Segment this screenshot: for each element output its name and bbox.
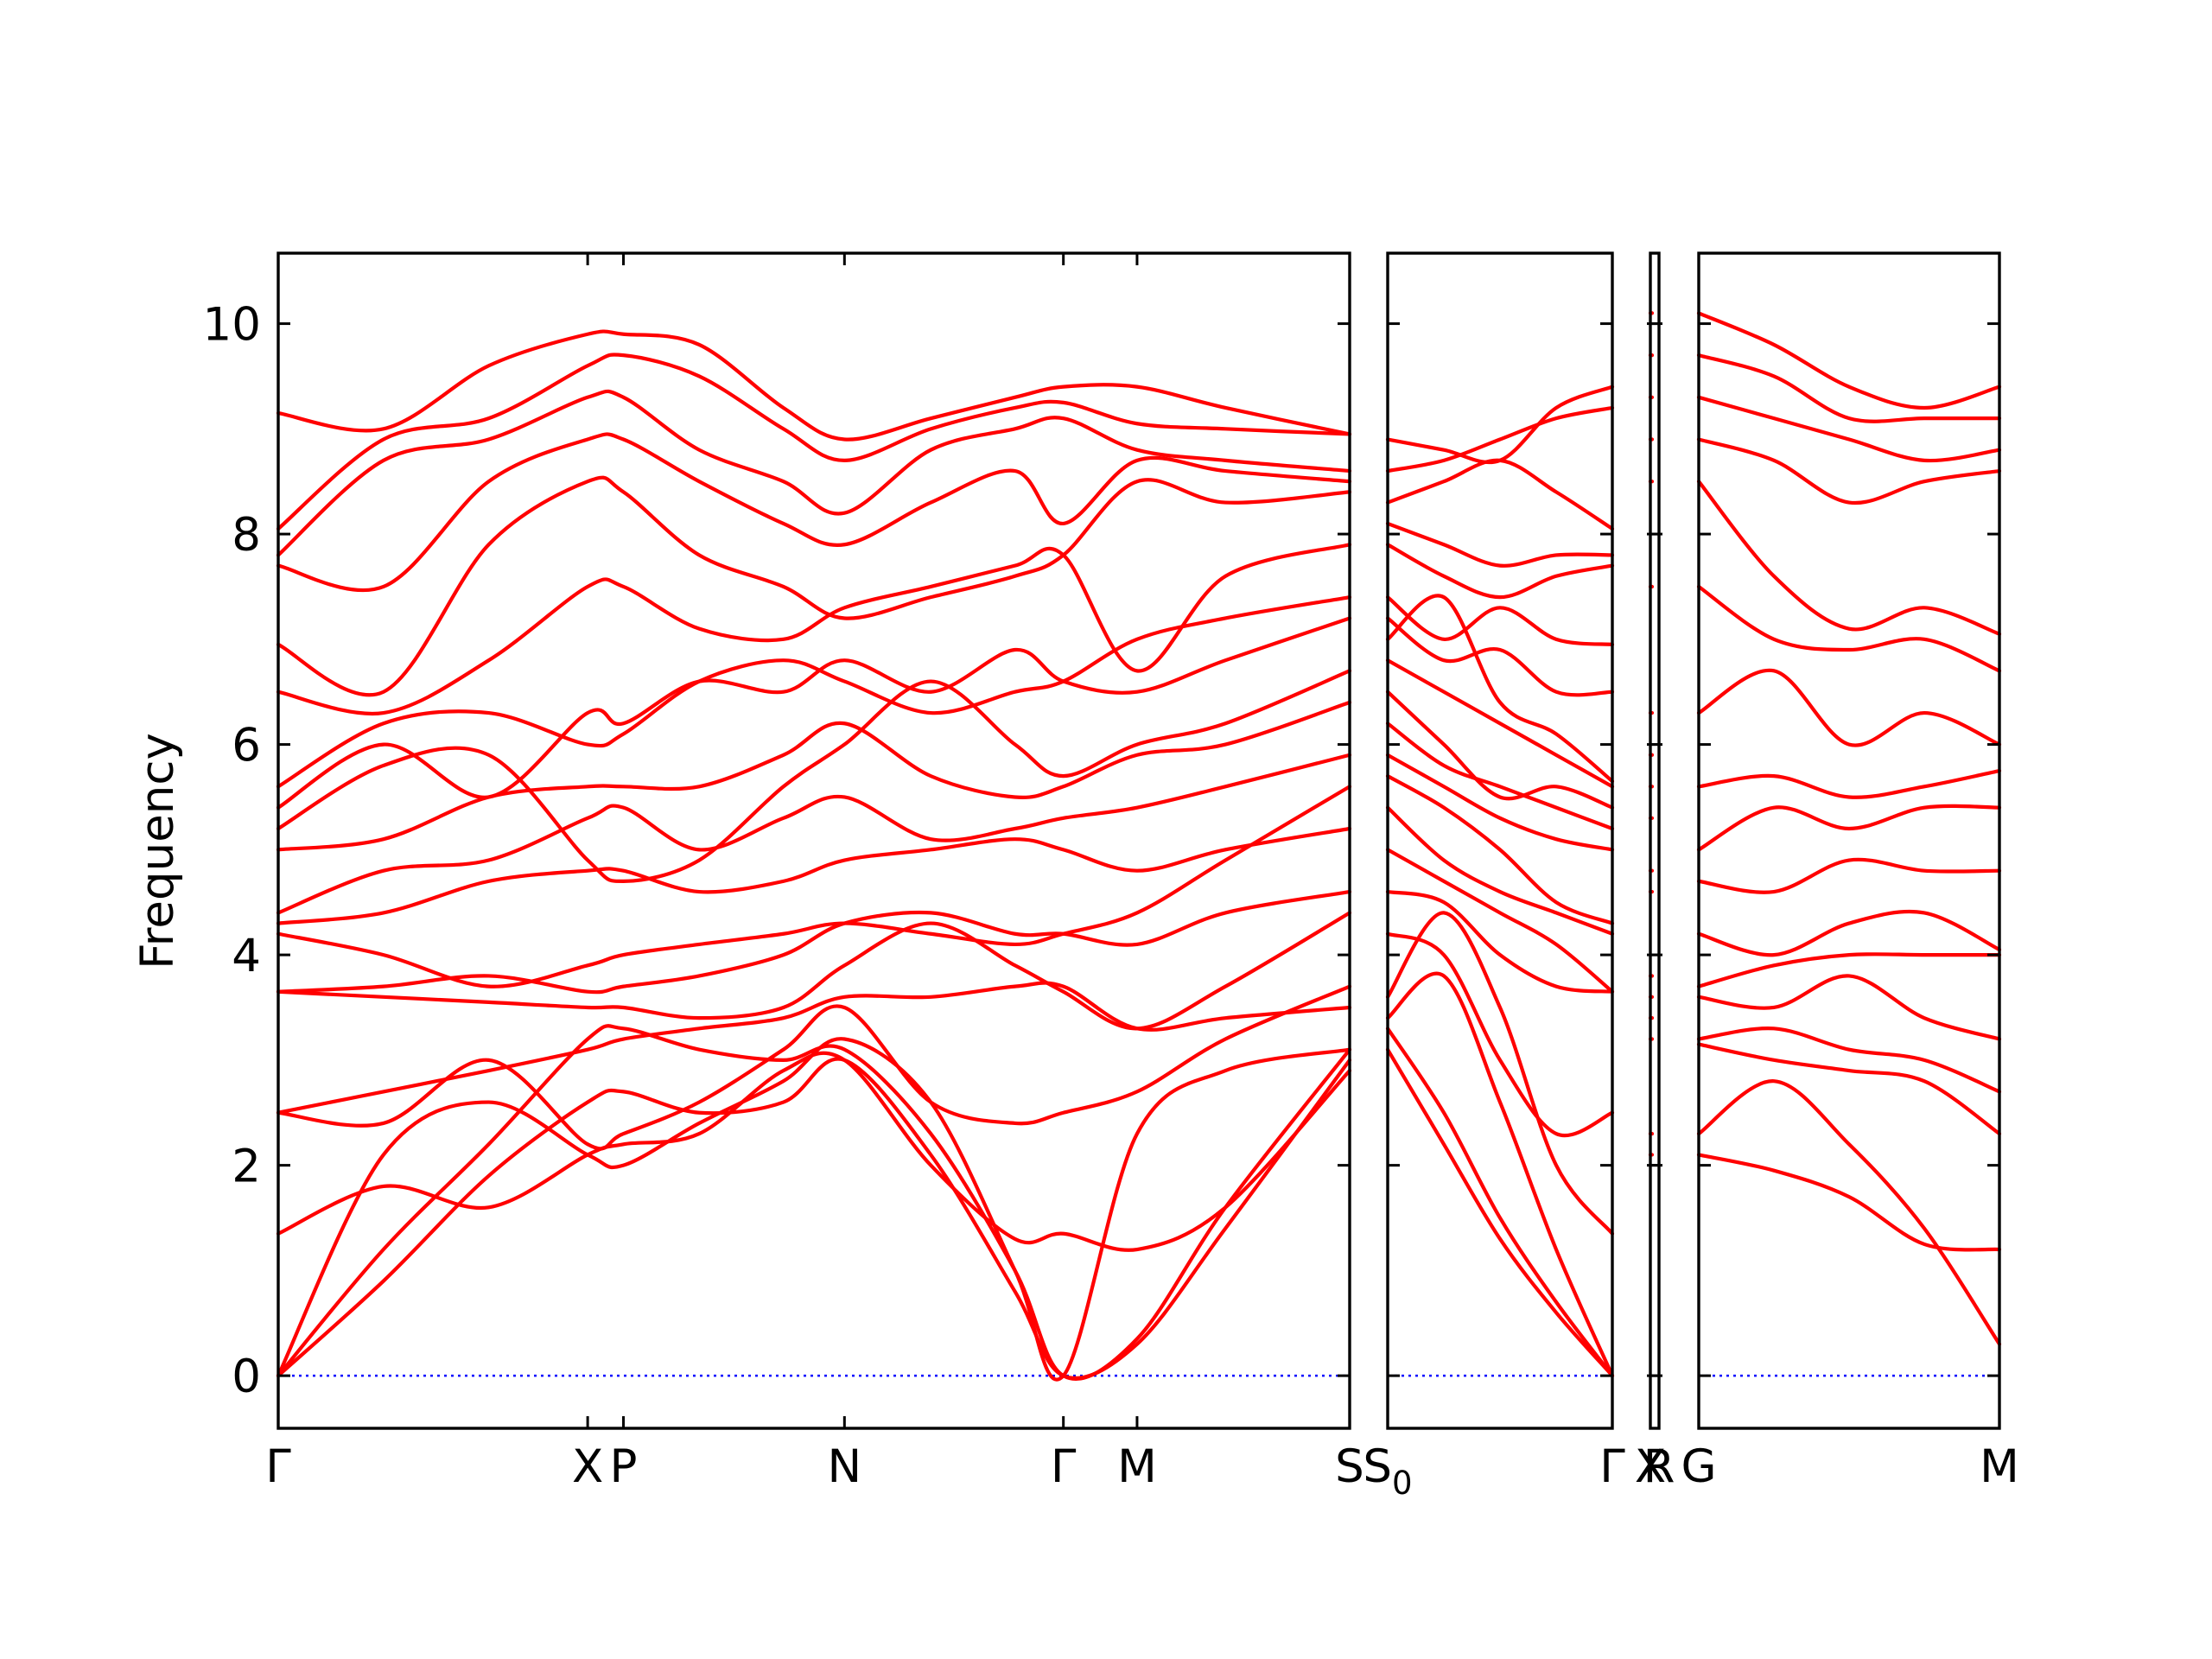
x-tick-label: S	[1335, 1440, 1364, 1493]
band-line	[1696, 311, 2002, 410]
band-line	[1385, 753, 1615, 852]
x-tick-label: S0	[1363, 1440, 1412, 1502]
band-line	[276, 911, 1352, 1031]
band-line	[276, 616, 1352, 810]
band-line	[1385, 521, 1615, 568]
band-line	[1385, 971, 1615, 1378]
band-line	[1385, 805, 1615, 936]
band-line	[1696, 584, 2002, 673]
y-tick-label: 6	[232, 720, 261, 772]
panel-1: S0 Γ	[1363, 251, 1625, 1502]
band-line	[1696, 1042, 2002, 1136]
y-tick-label: 10	[203, 299, 261, 352]
band-line	[276, 543, 1352, 716]
band-line	[276, 984, 1352, 1151]
band-line	[1696, 804, 2002, 852]
x-tick-label: N	[827, 1440, 861, 1493]
band-line	[276, 1037, 1352, 1382]
band-line	[276, 389, 1352, 557]
band-line	[1696, 480, 2002, 636]
band-line	[1385, 458, 1615, 531]
band-line	[1696, 353, 2002, 423]
band-line	[1696, 768, 2002, 799]
band-line	[276, 329, 1352, 442]
y-tick-label: 8	[232, 509, 261, 562]
x-tick-label: Γ	[1599, 1440, 1625, 1493]
panels-layer: Γ X P N Γ M SS0 Γ XR G M	[265, 251, 2019, 1502]
band-line	[1385, 616, 1615, 697]
band-line	[1696, 668, 2002, 747]
band-line	[1696, 857, 2002, 894]
band-line	[1385, 405, 1615, 474]
band-line	[276, 1051, 1352, 1252]
band-line	[1385, 543, 1615, 600]
band-line	[276, 889, 1352, 995]
band-line	[1696, 1027, 2002, 1094]
band-line	[1696, 952, 2002, 988]
band-line	[276, 785, 1352, 988]
band-line	[276, 753, 1352, 915]
band-line	[276, 432, 1352, 593]
band-line	[276, 1024, 1352, 1381]
y-tick-label: 2	[232, 1141, 261, 1193]
x-tick-label: X	[1635, 1440, 1666, 1493]
x-tick-label: M	[1117, 1440, 1157, 1493]
band-line	[276, 826, 1352, 925]
band-line	[276, 475, 1352, 697]
panel-frame	[1386, 251, 1614, 1430]
band-line	[1696, 1153, 2002, 1252]
band-line	[276, 353, 1352, 531]
band-line	[1385, 911, 1615, 1236]
y-axis-title: Frequency	[131, 733, 184, 969]
panel-2: XR	[1635, 251, 1675, 1493]
x-tick-label: X	[572, 1440, 603, 1493]
band-line	[1385, 721, 1615, 831]
band-line	[1696, 395, 2002, 463]
panel-frame	[1649, 251, 1661, 1430]
band-line	[1696, 909, 2002, 957]
band-line	[1385, 385, 1615, 465]
x-tick-label: M	[1980, 1440, 2019, 1493]
y-tick-label: 4	[232, 930, 261, 982]
band-line	[276, 981, 1352, 1115]
band-line	[1385, 594, 1615, 784]
band-line	[1385, 931, 1615, 1138]
band-line	[1385, 1047, 1615, 1378]
band-line	[1385, 774, 1615, 925]
band-line	[1696, 974, 2002, 1041]
x-tick-label: G	[1681, 1440, 1716, 1493]
band-line	[1385, 848, 1615, 994]
band-line	[1385, 690, 1615, 810]
band-line	[1385, 1027, 1615, 1378]
band-line	[1385, 595, 1615, 647]
y-axis: 0 2 4 6 8 10	[203, 299, 261, 1404]
band-line	[276, 1057, 1352, 1381]
band-line	[276, 669, 1352, 883]
panel-frame	[276, 251, 1351, 1430]
x-tick-label: P	[610, 1440, 638, 1493]
y-tick-label: 0	[232, 1351, 261, 1403]
band-line	[1385, 658, 1615, 789]
x-tick-label: Γ	[1051, 1440, 1077, 1493]
band-line	[1696, 1079, 2002, 1346]
band-line	[1696, 437, 2002, 505]
x-tick-label: R	[1643, 1440, 1675, 1493]
band-line	[276, 595, 1352, 789]
x-tick-label: Γ	[265, 1440, 291, 1493]
band-line	[1385, 889, 1615, 994]
panel-frame	[1697, 251, 2001, 1430]
